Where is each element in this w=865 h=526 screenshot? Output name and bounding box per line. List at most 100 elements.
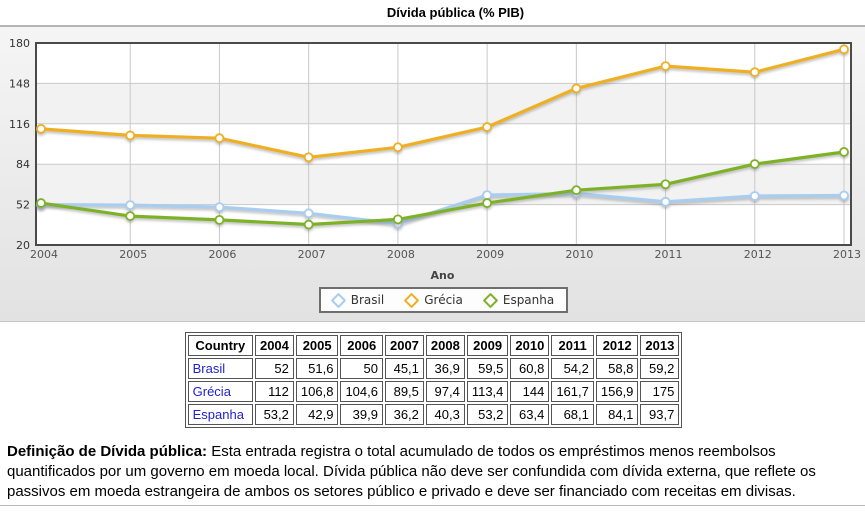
x-axis-tick-label: 2006 bbox=[208, 248, 236, 261]
chart-title-bar: Dívida pública (% PIB) bbox=[0, 0, 865, 25]
data-point-marker bbox=[392, 142, 403, 153]
definition-body: Esta entrada registra o total acumulado … bbox=[7, 443, 816, 500]
value-cell: 68,1 bbox=[551, 404, 594, 425]
data-point-marker bbox=[749, 67, 760, 78]
x-axis-tick-label: 2005 bbox=[119, 248, 147, 261]
value-cell: 36,9 bbox=[425, 358, 465, 379]
y-axis-tick-label: 84 bbox=[16, 158, 30, 171]
value-cell: 59,5 bbox=[466, 358, 509, 379]
plot-border bbox=[35, 42, 852, 246]
country-cell: Grécia bbox=[187, 381, 253, 402]
series-grécia bbox=[36, 44, 849, 163]
legend-marker-icon bbox=[403, 292, 420, 308]
table-header-row: Country 2004 2005 2006 2007 2008 2009 2010 2011 2… bbox=[187, 335, 680, 356]
value-cell: 161,7 bbox=[551, 381, 594, 402]
table-header-cell: 2007 bbox=[384, 335, 424, 356]
value-cell: 63,4 bbox=[510, 404, 550, 425]
data-point-marker bbox=[660, 61, 671, 72]
data-point-marker bbox=[482, 122, 493, 132]
data-point-marker bbox=[303, 152, 314, 163]
data-point-marker bbox=[839, 190, 849, 201]
value-cell: 40,3 bbox=[425, 404, 465, 425]
data-point-marker bbox=[839, 44, 849, 55]
value-cell: 59,2 bbox=[640, 358, 680, 379]
value-cell: 58,8 bbox=[595, 358, 639, 379]
legend-label: Grécia bbox=[424, 293, 463, 307]
table-row: Brasil 52 51,6 50 45,1 36,9 59,5 60,8 54,2 58,8 59… bbox=[187, 358, 680, 379]
chart-widget: 20 52 84 116 148 180 2004 2005 2006 2007 2008 2009 2… bbox=[0, 25, 865, 322]
value-cell: 175 bbox=[640, 381, 680, 402]
table-header-cell: 2012 bbox=[595, 335, 639, 356]
series-line bbox=[39, 150, 846, 227]
public-debt-line-chart: 20 52 84 116 148 180 2004 2005 2006 2007 2008 2009 2… bbox=[9, 37, 861, 261]
legend-item-espanha: Espanha bbox=[482, 292, 555, 308]
legend-label: Espanha bbox=[502, 293, 555, 307]
page-title: Dívida pública (% PIB) bbox=[386, 5, 525, 20]
data-point-marker bbox=[482, 198, 493, 208]
data-point-marker bbox=[660, 179, 671, 190]
x-axis-tick-label: 2007 bbox=[298, 248, 326, 261]
table-header-cell: 2010 bbox=[510, 335, 550, 356]
table-header-cell: 2011 bbox=[551, 335, 594, 356]
country-link[interactable]: Grécia bbox=[192, 384, 231, 399]
value-cell: 53,2 bbox=[466, 404, 509, 425]
data-point-marker bbox=[392, 214, 403, 225]
x-axis-tick-label: 2008 bbox=[387, 248, 415, 261]
x-axis-tick-label: 2013 bbox=[833, 248, 861, 261]
data-point-marker bbox=[303, 208, 314, 219]
country-link[interactable]: Espanha bbox=[192, 407, 244, 422]
series-line bbox=[39, 47, 846, 159]
plot-band bbox=[37, 83, 850, 124]
value-cell: 104,6 bbox=[340, 381, 383, 402]
data-point-marker bbox=[571, 185, 582, 196]
bottom-divider bbox=[0, 505, 865, 506]
legend-item-brasil: Brasil bbox=[330, 292, 385, 308]
value-cell: 156,9 bbox=[595, 381, 639, 402]
table-row: Grécia 112 106,8 104,6 89,5 97,4 113,4 144 161,7… bbox=[187, 381, 680, 402]
value-cell: 54,2 bbox=[551, 358, 594, 379]
value-cell: 84,1 bbox=[595, 404, 639, 425]
data-point-marker bbox=[749, 159, 760, 169]
data-point-marker bbox=[839, 147, 849, 157]
series-line bbox=[39, 191, 846, 226]
country-link[interactable]: Brasil bbox=[192, 361, 226, 376]
value-cell: 97,4 bbox=[425, 381, 465, 402]
series-espanha bbox=[36, 147, 849, 230]
y-axis-tick-label: 116 bbox=[9, 118, 30, 131]
x-axis-tick-label: 2011 bbox=[655, 248, 683, 261]
country-cell: Brasil bbox=[187, 358, 253, 379]
value-cell: 93,7 bbox=[640, 404, 680, 425]
y-axis-tick-label: 148 bbox=[9, 77, 30, 90]
value-cell: 106,8 bbox=[295, 381, 339, 402]
x-axis-tick-label: 2004 bbox=[30, 248, 58, 261]
legend-item-grécia: Grécia bbox=[403, 292, 463, 308]
legend-label: Brasil bbox=[350, 293, 385, 307]
value-cell: 36,2 bbox=[384, 404, 424, 425]
data-point-marker bbox=[125, 211, 136, 221]
value-cell: 51,6 bbox=[295, 358, 339, 379]
table-header-cell: 2006 bbox=[340, 335, 383, 356]
table-header-cell: 2005 bbox=[295, 335, 339, 356]
data-point-marker bbox=[214, 133, 225, 144]
x-axis-tick-label: 2010 bbox=[565, 248, 593, 261]
plot-band bbox=[37, 123, 850, 165]
definition-paragraph: Definição de Dívida pública: Esta entrad… bbox=[7, 442, 858, 502]
data-point-marker bbox=[303, 219, 314, 230]
data-point-marker bbox=[125, 200, 136, 211]
table-header-cell: 2009 bbox=[466, 335, 509, 356]
data-point-marker bbox=[749, 191, 760, 201]
value-cell: 112 bbox=[254, 381, 294, 402]
debt-data-table: Country 2004 2005 2006 2007 2008 2009 2010 2011 2… bbox=[184, 332, 683, 428]
data-point-marker bbox=[36, 123, 46, 134]
data-point-marker bbox=[36, 198, 46, 208]
table-header-cell: 2008 bbox=[425, 335, 465, 356]
value-cell: 60,8 bbox=[510, 358, 550, 379]
x-axis-title: Ano bbox=[430, 269, 455, 282]
x-axis-tick-label: 2009 bbox=[476, 248, 504, 261]
plot-band bbox=[37, 43, 850, 84]
value-cell: 42,9 bbox=[295, 404, 339, 425]
y-axis-tick-label: 52 bbox=[16, 199, 30, 212]
data-point-marker bbox=[214, 214, 225, 225]
data-point-marker bbox=[571, 83, 582, 94]
value-cell: 89,5 bbox=[384, 381, 424, 402]
